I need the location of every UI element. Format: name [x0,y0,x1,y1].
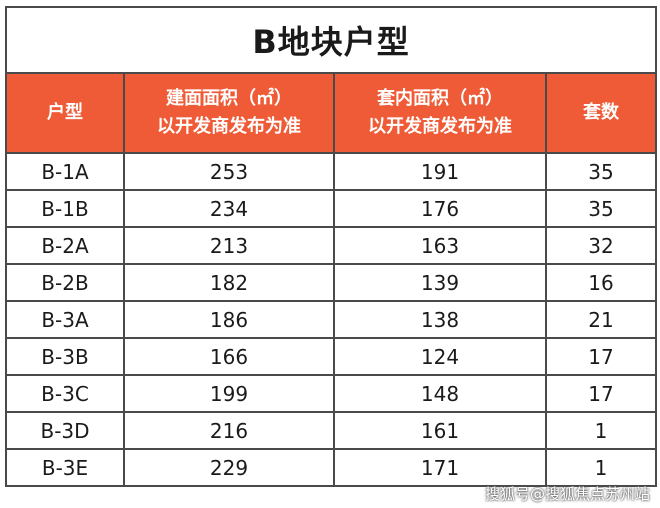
table-row: B-3A 186 138 21 [5,300,658,339]
cell-type: B-3C [5,374,125,413]
cell-inner-area: 171 [333,448,547,487]
cell-inner-area: 148 [333,374,547,413]
cell-units: 17 [544,374,658,413]
watermark-text: 搜狐号@搜狐焦点苏州站 [484,485,650,503]
table-body: B-1A 253 191 35 B-1B 234 176 35 B-2A 213… [5,152,658,487]
cell-units: 21 [544,300,658,339]
cell-type: B-1A [5,152,125,191]
header-gross-area-line2: 以开发商发布为准 [157,116,301,137]
table-row: B-1B 234 176 35 [5,189,658,228]
unit-table: B地块户型 户型 建面面积（㎡） 以开发商发布为准 套内面积（㎡） 以开发商发布… [4,6,658,487]
cell-type: B-1B [5,189,125,228]
cell-inner-area: 163 [333,226,547,265]
cell-units: 16 [544,263,658,302]
cell-units: 32 [544,226,658,265]
header-units: 套数 [544,72,658,154]
cell-gross-area: 166 [123,337,335,376]
cell-type: B-2B [5,263,125,302]
cell-inner-area: 138 [333,300,547,339]
cell-type: B-3D [5,411,125,450]
cell-units: 17 [544,337,658,376]
header-inner-area: 套内面积（㎡） 以开发商发布为准 [333,72,547,154]
cell-gross-area: 199 [123,374,335,413]
cell-gross-area: 213 [123,226,335,265]
table-row: B-1A 253 191 35 [5,152,658,191]
cell-gross-area: 182 [123,263,335,302]
table-row: B-2A 213 163 32 [5,226,658,265]
header-inner-area-line2: 以开发商发布为准 [368,116,512,137]
cell-gross-area: 234 [123,189,335,228]
cell-inner-area: 139 [333,263,547,302]
cell-units: 35 [544,152,658,191]
cell-units: 1 [544,448,658,487]
table-row: B-3B 166 124 17 [5,337,658,376]
cell-type: B-3E [5,448,125,487]
cell-type: B-2A [5,226,125,265]
cell-gross-area: 186 [123,300,335,339]
cell-gross-area: 229 [123,448,335,487]
table-row: B-3E 229 171 1 [5,448,658,487]
cell-gross-area: 253 [123,152,335,191]
header-inner-area-line1: 套内面积（㎡） [377,88,503,109]
cell-inner-area: 176 [333,189,547,228]
table-title: B地块户型 [4,6,658,74]
header-row: 户型 建面面积（㎡） 以开发商发布为准 套内面积（㎡） 以开发商发布为准 套数 [5,72,658,154]
table-row: B-2B 182 139 16 [5,263,658,302]
cell-gross-area: 216 [123,411,335,450]
cell-inner-area: 161 [333,411,547,450]
header-gross-area-line1: 建面面积（㎡） [166,88,292,109]
cell-units: 35 [544,189,658,228]
cell-units: 1 [544,411,658,450]
cell-inner-area: 124 [333,337,547,376]
cell-type: B-3A [5,300,125,339]
header-type: 户型 [5,72,125,154]
cell-inner-area: 191 [333,152,547,191]
table-row: B-3C 199 148 17 [5,374,658,413]
cell-type: B-3B [5,337,125,376]
table-row: B-3D 216 161 1 [5,411,658,450]
header-gross-area: 建面面积（㎡） 以开发商发布为准 [123,72,335,154]
unit-table-panel: B地块户型 户型 建面面积（㎡） 以开发商发布为准 套内面积（㎡） 以开发商发布… [4,6,658,498]
